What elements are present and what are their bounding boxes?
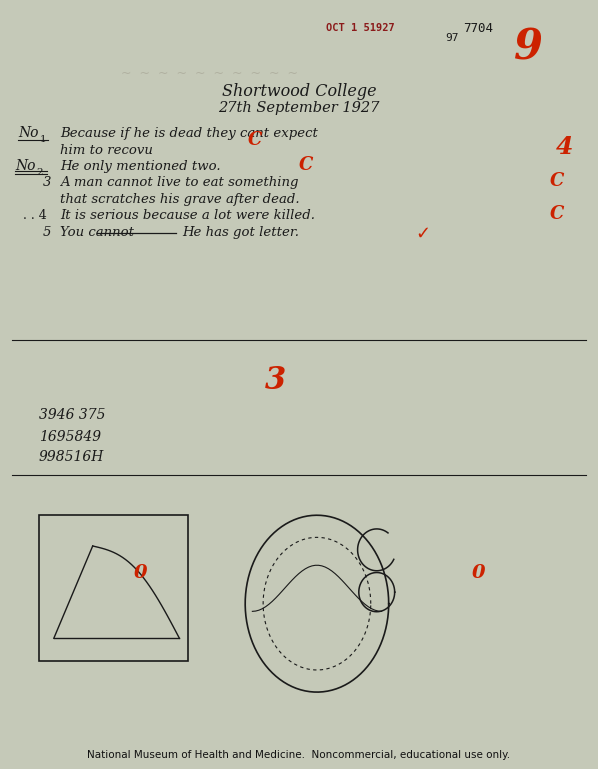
Text: He only mentioned two.: He only mentioned two. [60, 160, 221, 173]
Text: 998516H: 998516H [39, 451, 104, 464]
Text: 2: 2 [36, 168, 42, 178]
Text: C: C [550, 205, 565, 223]
Text: C: C [248, 131, 263, 148]
Text: 0: 0 [472, 564, 485, 582]
Text: 27th September 1927: 27th September 1927 [218, 101, 380, 115]
Text: 97: 97 [446, 33, 459, 44]
Text: that scratches his grave after dead.: that scratches his grave after dead. [60, 193, 300, 206]
Text: Because if he is dead they cant expect: Because if he is dead they cant expect [60, 127, 318, 140]
Text: 0: 0 [134, 564, 147, 582]
Text: 7704: 7704 [463, 22, 493, 35]
Text: He has got letter.: He has got letter. [182, 226, 300, 239]
Text: 3: 3 [43, 176, 51, 189]
Text: You cannot: You cannot [60, 226, 134, 239]
Bar [39, 515, 188, 661]
Text: Shortwood College: Shortwood College [222, 83, 376, 100]
Text: . . 4: . . 4 [23, 209, 47, 222]
Text: 3946 375: 3946 375 [39, 408, 105, 422]
Text: 1: 1 [40, 135, 47, 145]
Text: 9: 9 [514, 27, 543, 68]
Text: No: No [15, 159, 35, 173]
Text: ✓: ✓ [416, 225, 431, 242]
Text: National Museum of Health and Medicine.  Noncommercial, educational use only.: National Museum of Health and Medicine. … [87, 750, 511, 760]
Text: him to recovu: him to recovu [60, 144, 152, 157]
Text: C: C [299, 156, 313, 174]
Text: C: C [550, 172, 565, 190]
Text: 4: 4 [556, 135, 573, 159]
Text: OCT 1 51927: OCT 1 51927 [326, 23, 395, 34]
Text: A man cannot live to eat something: A man cannot live to eat something [60, 176, 298, 189]
Text: It is serious because a lot were killed.: It is serious because a lot were killed. [60, 209, 315, 222]
Text: No: No [18, 126, 38, 140]
Text: 3: 3 [264, 365, 286, 396]
Text: 5: 5 [43, 226, 51, 239]
Text: 1695849: 1695849 [39, 430, 101, 444]
Text: ~  ~  ~  ~  ~  ~  ~  ~  ~  ~: ~ ~ ~ ~ ~ ~ ~ ~ ~ ~ [121, 67, 298, 80]
